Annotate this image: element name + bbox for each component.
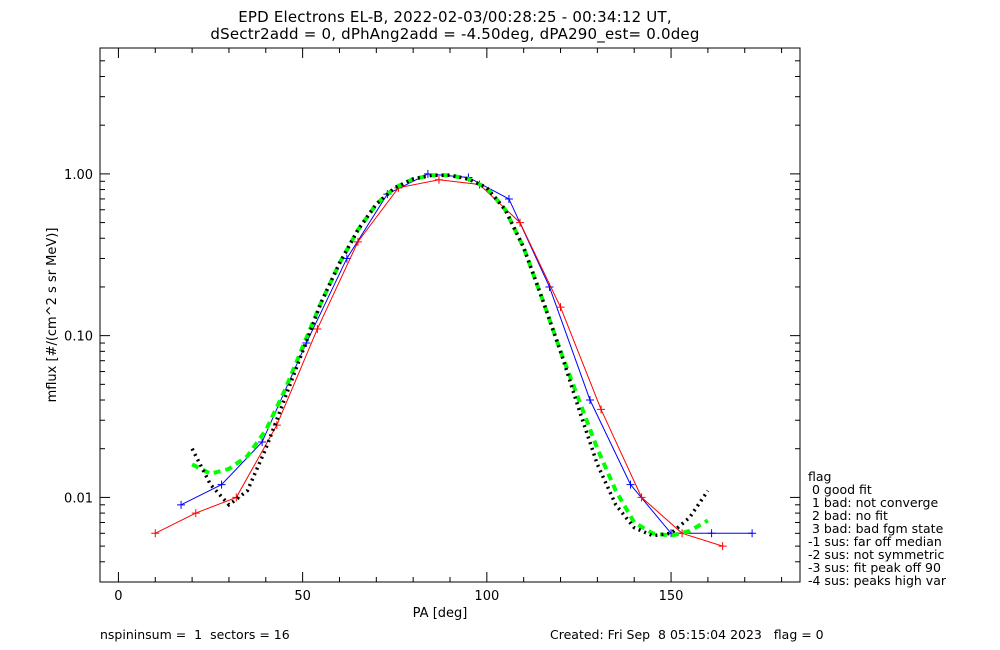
footer-sector-info: nspininsum = 1 sectors = 16 <box>100 627 290 642</box>
y-tick-label: 0.10 <box>64 330 93 345</box>
plot-frame <box>99 47 801 583</box>
x-tick-label: 0 <box>114 589 122 604</box>
flag-legend-item: -3 sus: fit peak off 90 <box>808 560 941 575</box>
x-tick-label: 100 <box>474 589 499 604</box>
series-line-red <box>155 179 723 547</box>
data-point-red <box>597 405 606 414</box>
footer-created-info: Created: Fri Sep 8 05:15:04 2023 flag = … <box>550 627 824 642</box>
flag-legend-item: 0 good fit <box>808 482 872 497</box>
data-layer <box>151 169 757 551</box>
data-point-blue <box>217 480 226 489</box>
flag-legend-item: 2 bad: no fit <box>808 508 888 523</box>
data-point-blue <box>586 396 594 405</box>
x-tick-label: 50 <box>294 589 311 604</box>
flag-legend-item: -1 sus: far off median <box>808 534 942 549</box>
x-axis-label: PA [deg] <box>413 606 468 621</box>
y-tick-label: 0.01 <box>64 491 93 506</box>
chart-subtitle: dSectr2add = 0, dPhAng2add = -4.50deg, d… <box>210 25 700 43</box>
flag-legend-item: 1 bad: not converge <box>808 495 939 510</box>
data-point-blue <box>626 480 635 489</box>
data-point-red <box>637 493 646 502</box>
data-point-red <box>516 218 524 227</box>
series-line-blue <box>180 173 753 534</box>
flag-legend: flag 0 good fit 1 bad: not converge 2 ba… <box>808 470 946 587</box>
data-point-blue <box>177 500 186 509</box>
data-point-red <box>556 303 565 312</box>
data-point-blue <box>258 438 267 447</box>
data-point-red <box>353 237 362 246</box>
data-point-red <box>272 421 281 430</box>
y-axis-label: mflux [#/(cm^2 s sr MeV)] <box>45 228 60 403</box>
x-tick-label: 150 <box>659 589 684 604</box>
data-point-red <box>718 542 727 551</box>
y-tick-label: 1.00 <box>64 168 93 183</box>
data-point-blue <box>707 529 716 538</box>
data-point-blue <box>504 194 513 203</box>
data-point-red <box>151 529 160 538</box>
chart-title: EPD Electrons EL-B, 2022-02-03/00:28:25 … <box>238 8 672 26</box>
flag-legend-title: flag <box>808 469 832 484</box>
data-point-red <box>313 324 322 333</box>
data-point-red <box>191 509 200 518</box>
fit-line-green <box>191 173 709 538</box>
data-point-blue <box>748 529 757 538</box>
data-point-red <box>434 175 443 184</box>
flag-legend-item: 3 bad: bad fgm state <box>808 521 944 536</box>
flag-legend-item: -2 sus: not symmetric <box>808 547 945 562</box>
flag-legend-item: -4 sus: peaks high var <box>808 573 947 588</box>
